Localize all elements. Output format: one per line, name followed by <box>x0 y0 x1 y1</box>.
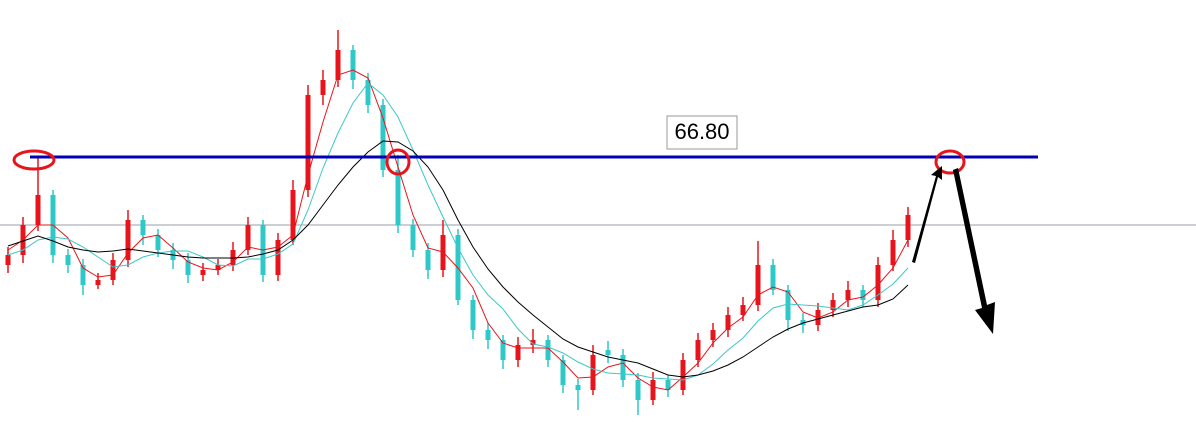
candle-body <box>425 250 431 270</box>
candle-body <box>515 345 521 360</box>
candle-body <box>470 300 476 330</box>
candle-body <box>650 380 656 400</box>
level-label-box <box>666 115 738 150</box>
candle-body <box>200 270 206 275</box>
candle-body <box>335 50 341 80</box>
candle-body <box>680 360 686 390</box>
candle-body <box>710 330 716 340</box>
candle-body <box>245 225 251 250</box>
candle-body <box>140 220 146 235</box>
candle-body <box>320 80 326 95</box>
candle-body <box>155 235 161 250</box>
candle-body <box>620 355 626 380</box>
candle-body <box>305 95 311 190</box>
candle-body <box>755 265 761 305</box>
candle-body <box>5 255 11 265</box>
candle-body <box>110 260 116 280</box>
candle-body <box>290 190 296 240</box>
candle-body <box>395 170 401 225</box>
candle-body <box>845 290 851 300</box>
candle-body <box>695 340 701 360</box>
candle-body <box>365 80 371 105</box>
candle-body <box>80 265 86 285</box>
candle-body <box>635 380 641 400</box>
arrow-down <box>953 168 995 334</box>
candle-body <box>860 290 866 300</box>
candle-body <box>665 380 671 390</box>
candle-body <box>890 240 896 265</box>
arrow-up <box>912 166 942 263</box>
candle-body <box>830 300 836 310</box>
candle-body <box>500 340 506 360</box>
candle-body <box>785 290 791 320</box>
candle-body <box>410 225 416 250</box>
candle-body <box>605 350 611 355</box>
highlight-circle <box>934 149 966 175</box>
candle-body <box>530 340 536 345</box>
candle-body <box>575 385 581 390</box>
moving-average-line <box>7 140 909 378</box>
candle-body <box>590 355 596 390</box>
candle-body <box>275 240 281 275</box>
candle-body <box>350 50 356 80</box>
highlight-circle <box>12 149 56 171</box>
candle-body <box>215 265 221 270</box>
candle-body <box>95 280 101 285</box>
moving-average-line <box>7 69 909 391</box>
plot-area <box>0 30 1196 415</box>
arrows <box>912 166 995 334</box>
annotations <box>12 148 966 176</box>
level-label: 66.80 <box>674 119 729 144</box>
candle-body <box>560 360 566 385</box>
candle-body <box>380 105 386 170</box>
candle-body <box>35 195 41 225</box>
candle-body <box>545 340 551 360</box>
candle-body <box>770 265 776 290</box>
candle-body <box>905 215 911 240</box>
candle-body <box>65 255 71 265</box>
candle-body <box>185 260 191 275</box>
candle-body <box>485 330 491 340</box>
candle-body <box>125 220 131 260</box>
highlight-circle <box>385 148 411 176</box>
candle-body <box>875 265 881 300</box>
candle-body <box>725 315 731 330</box>
candle-body <box>740 305 746 315</box>
